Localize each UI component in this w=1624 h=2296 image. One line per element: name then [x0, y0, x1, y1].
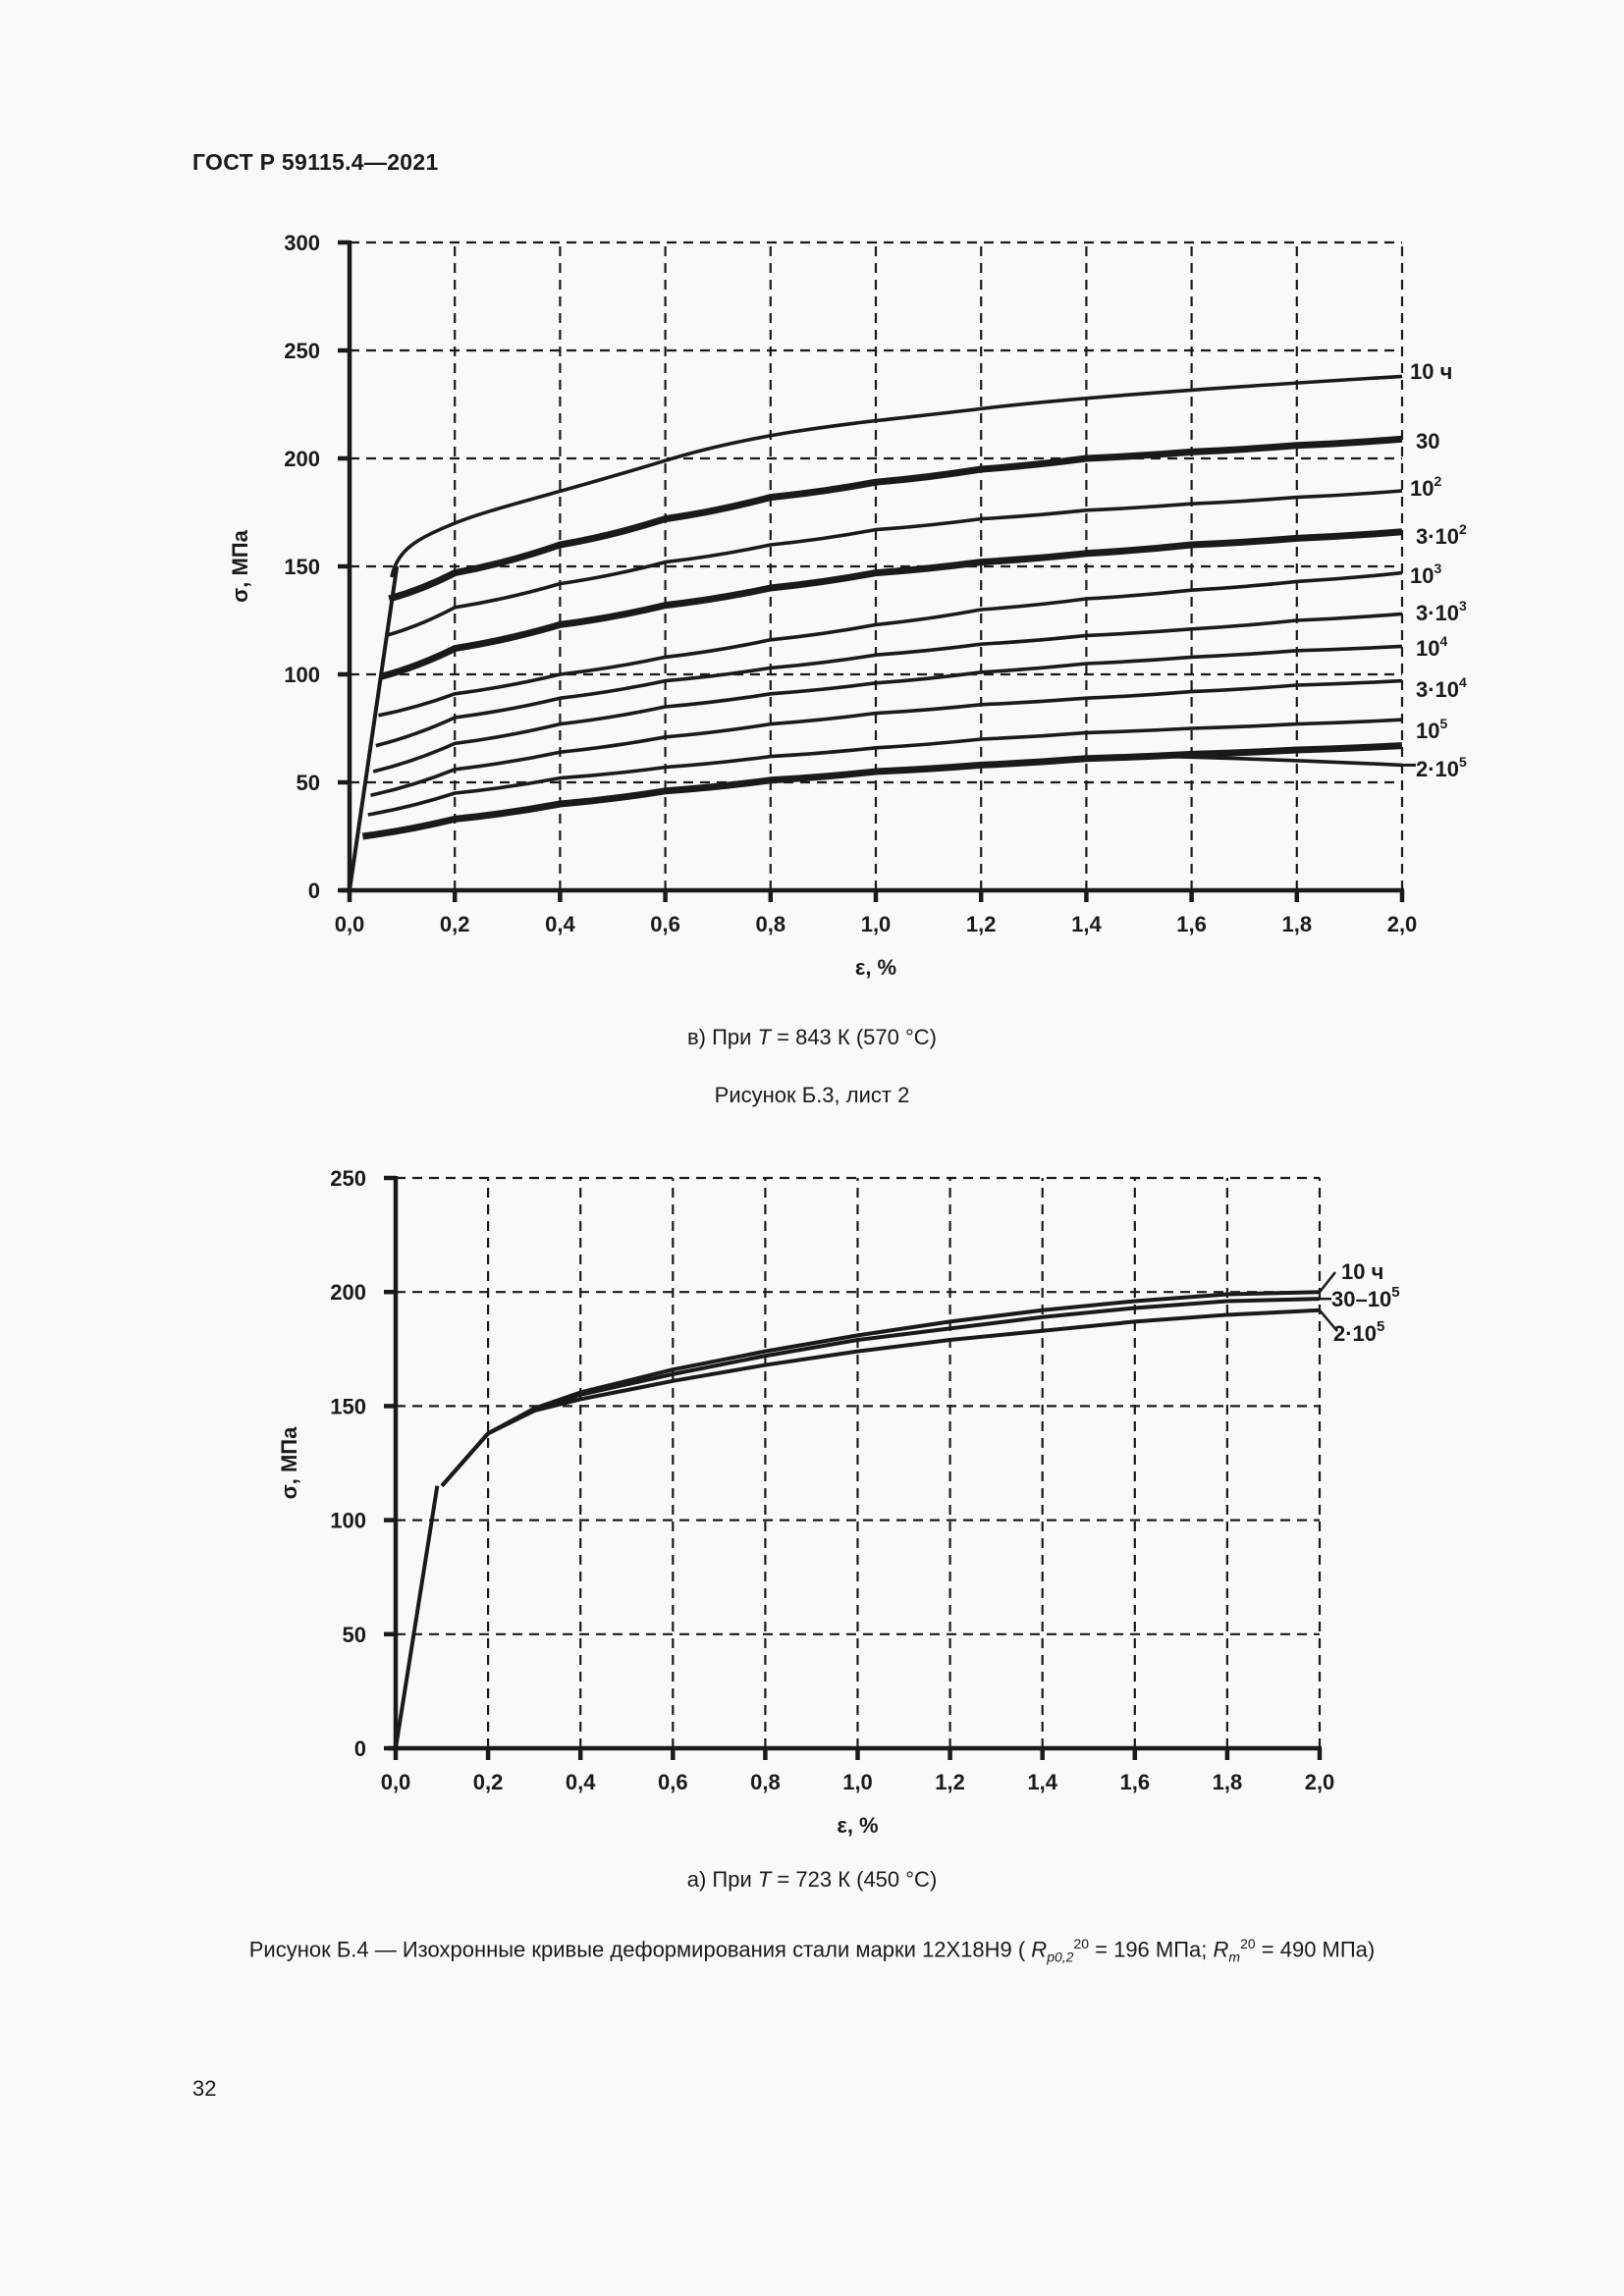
curve-2-10-5	[361, 742, 1403, 840]
x-tick-label: 0,6	[658, 1770, 688, 1794]
curve-2-10-5-leader	[1164, 754, 1403, 768]
series-label: 30–105	[1331, 1284, 1400, 1311]
curve-10-5	[367, 718, 1403, 817]
x-tick-label: 1,4	[1071, 912, 1102, 936]
x-tick-label: 0,6	[650, 912, 680, 936]
y-tick-label: 300	[284, 231, 320, 255]
y-axis-title: σ, МПа	[277, 1426, 301, 1499]
grid	[350, 240, 1404, 890]
leader-line	[1319, 1308, 1338, 1332]
rp02-value: = 196 МПа;	[1089, 1937, 1214, 1962]
rp02-superscript: 20	[1073, 1936, 1090, 1951]
x-tick-label: 0,4	[566, 1770, 596, 1794]
curve-10-2	[386, 489, 1403, 638]
axes	[384, 1175, 1323, 1760]
leader-line	[1319, 1271, 1336, 1293]
y-axis-title: σ, МПа	[228, 529, 252, 602]
y-tick-label: 100	[284, 663, 320, 687]
rp02-symbol: R	[1031, 1937, 1048, 1962]
grid	[396, 1176, 1322, 1748]
y-tick-label: 250	[330, 1166, 366, 1191]
x-tick-label: 1,8	[1213, 1770, 1243, 1794]
x-tick-label: 1,0	[842, 1770, 873, 1794]
x-tick-label: 0,8	[756, 912, 786, 936]
y-tick-label: 100	[330, 1509, 366, 1533]
caption-var: T	[757, 1025, 772, 1049]
document-header: ГОСТ Р 59115.4—2021	[192, 149, 439, 175]
rm-superscript: 20	[1240, 1936, 1256, 1951]
y-tick-label: 50	[343, 1623, 366, 1647]
series-label: 10 ч	[1410, 359, 1452, 384]
rm-subscript: m	[1228, 1949, 1241, 1965]
figure-caption-text: Рисунок Б.4 — Изохронные кривые деформир…	[248, 1937, 1026, 1962]
sheet-caption: Рисунок Б.3, лист 2	[714, 1083, 910, 1107]
x-tick-label: 1,0	[861, 912, 892, 936]
curve-30-10-5	[440, 1297, 1321, 1488]
y-tick-label: 250	[284, 339, 320, 363]
caption-suffix: = 843 К (570 °С)	[771, 1025, 937, 1049]
curve-30	[388, 435, 1403, 603]
curve-3-10-4	[370, 678, 1403, 797]
series-label: 10 ч	[1341, 1259, 1383, 1284]
rm-symbol: R	[1213, 1937, 1229, 1962]
page-number: 32	[192, 2076, 217, 2101]
x-tick-label: 0,0	[335, 912, 365, 936]
y-tick-label: 50	[297, 771, 320, 795]
y-tick-label: 200	[330, 1280, 366, 1305]
series-label: 30	[1416, 429, 1439, 454]
curve-10-3	[378, 570, 1403, 718]
y-tick-label: 150	[284, 555, 320, 579]
caption-prefix: а) При	[686, 1867, 758, 1892]
x-tick-label: 1,6	[1120, 1770, 1151, 1794]
caption-suffix: = 723 К (450 °С)	[771, 1867, 938, 1892]
x-tick-label: 1,4	[1027, 1770, 1057, 1794]
x-tick-label: 0,2	[473, 1770, 504, 1794]
y-tick-label: 0	[308, 879, 320, 903]
x-tick-label: 0,0	[381, 1770, 411, 1794]
series-label: 3·104	[1416, 674, 1467, 702]
x-tick-label: 0,8	[750, 1770, 781, 1794]
chart2-subcaption: а) При T = 723 К (450 °С)	[0, 1867, 1624, 1893]
x-tick-label: 0,2	[440, 912, 470, 936]
figure-caption: Рисунок Б.4 — Изохронные кривые деформир…	[0, 1936, 1624, 1965]
series-label: 3·103	[1416, 598, 1467, 625]
curve-2-10-5	[440, 1308, 1321, 1488]
curve-3-10-3	[375, 612, 1403, 748]
rm-value: = 490 МПа)	[1255, 1937, 1376, 1962]
series-label: 3·102	[1416, 521, 1467, 549]
chart-isochronous-843k: 0,0 0,2 0,4 0,6 0,8 1,0 1,2 1,4 1,6 1,8 2,0 0 50 100 1…	[228, 231, 1467, 980]
curve-10-4	[372, 644, 1403, 774]
chart-isochronous-723k: 0,0 0,2 0,4 0,6 0,8 1,0 1,2 1,4 1,6 1,8 2,0 0 50 100 1…	[277, 1166, 1400, 1838]
elastic-line	[348, 565, 400, 891]
x-tick-label: 2,0	[1387, 912, 1418, 936]
chart1-subcaption: в) При T = 843 К (570 °С)	[0, 1025, 1624, 1050]
caption-prefix: в) При	[686, 1025, 758, 1049]
axes	[338, 240, 1405, 902]
x-tick-label: 1,2	[966, 912, 997, 936]
x-tick-label: 1,8	[1282, 912, 1313, 936]
x-tick-label: 0,4	[545, 912, 575, 936]
curve-10-	[390, 374, 1403, 578]
y-tick-label: 200	[284, 447, 320, 471]
x-axis-title: ε, %	[855, 955, 896, 980]
caption-var: T	[757, 1867, 772, 1892]
series-label: 2·105	[1333, 1318, 1384, 1346]
y-tick-label: 150	[330, 1394, 366, 1418]
y-tick-label: 0	[354, 1736, 366, 1761]
x-tick-label: 1,6	[1176, 912, 1207, 936]
rp02-subscript: p0,2	[1047, 1949, 1074, 1965]
curve-10-	[440, 1290, 1321, 1488]
x-tick-label: 1,2	[935, 1770, 965, 1794]
x-tick-label: 2,0	[1305, 1770, 1335, 1794]
curve-3-10-2	[380, 528, 1403, 680]
series-label: 2·105	[1416, 754, 1467, 781]
elastic-line	[394, 1485, 440, 1749]
x-axis-title: ε, %	[837, 1813, 878, 1838]
